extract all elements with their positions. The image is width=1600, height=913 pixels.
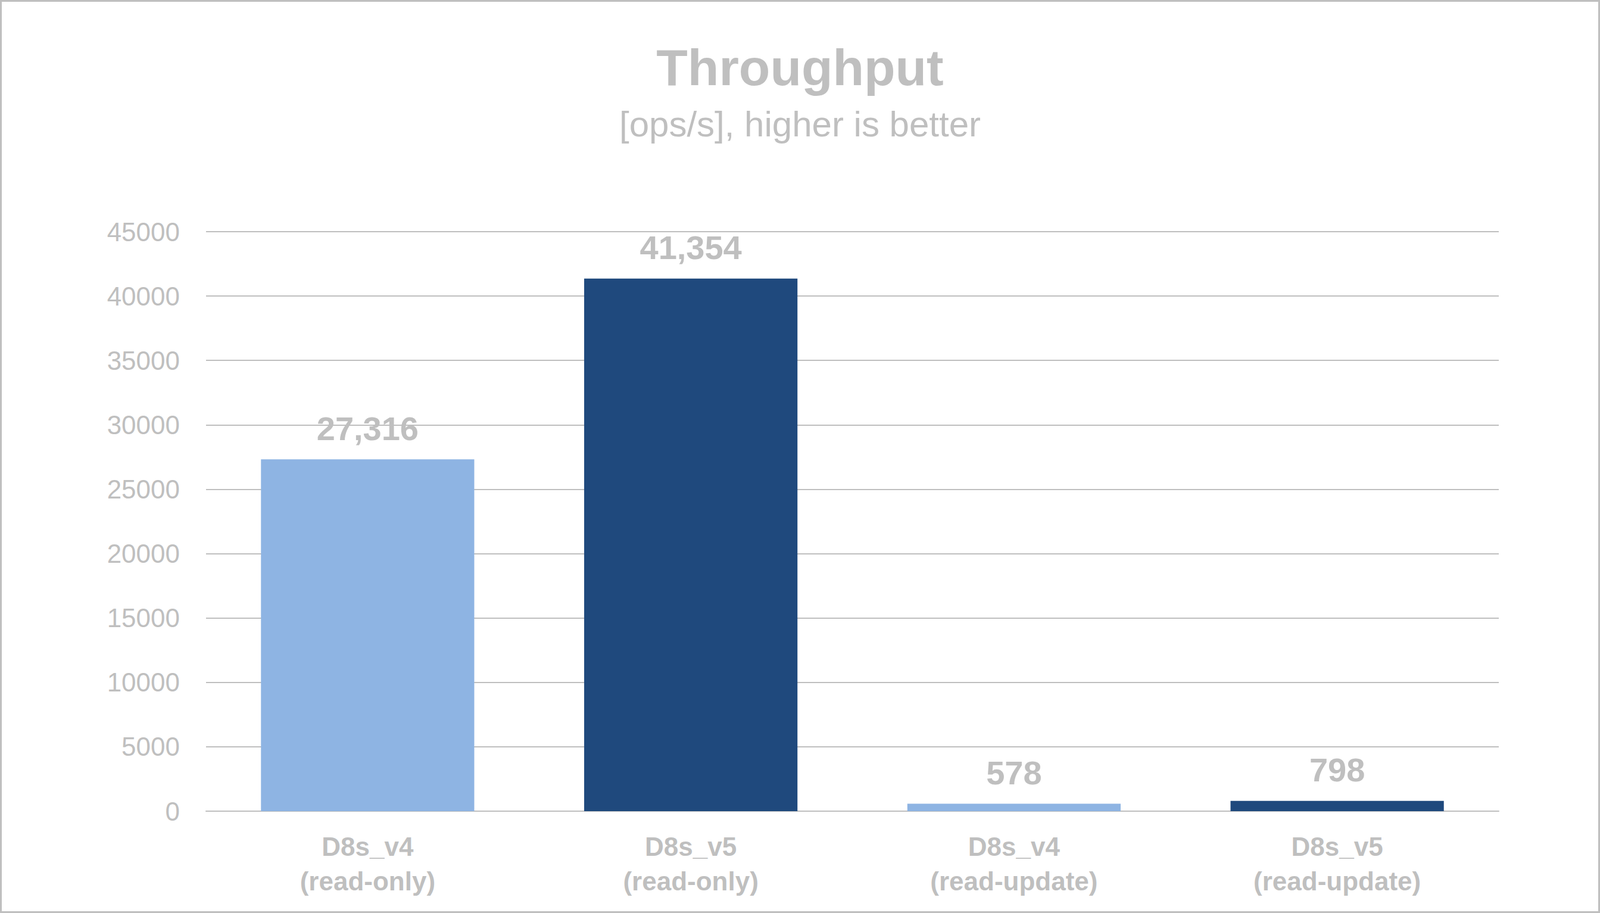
svg-text:0: 0 [165, 796, 180, 826]
svg-text:D8s_v4: D8s_v4 [321, 831, 414, 862]
svg-text:(read-only): (read-only) [300, 866, 436, 896]
svg-text:25000: 25000 [107, 474, 180, 504]
svg-text:578: 578 [986, 753, 1042, 792]
svg-text:798: 798 [1309, 750, 1365, 789]
svg-text:D8s_v5: D8s_v5 [1291, 831, 1384, 862]
svg-text:41,354: 41,354 [639, 228, 742, 267]
svg-text:15000: 15000 [107, 603, 180, 633]
svg-text:35000: 35000 [107, 345, 180, 376]
svg-text:[ops/s], higher is better: [ops/s], higher is better [619, 104, 981, 145]
svg-text:(read-update): (read-update) [930, 866, 1098, 896]
svg-text:40000: 40000 [107, 281, 180, 311]
svg-text:D8s_v4: D8s_v4 [968, 831, 1061, 862]
svg-text:D8s_v5: D8s_v5 [644, 831, 737, 862]
svg-text:(read-update): (read-update) [1253, 866, 1421, 896]
svg-text:27,316: 27,316 [316, 409, 419, 448]
svg-text:30000: 30000 [107, 410, 180, 440]
svg-text:Throughput: Throughput [656, 38, 944, 96]
svg-text:5000: 5000 [121, 731, 180, 761]
svg-text:(read-only): (read-only) [622, 866, 759, 896]
svg-text:10000: 10000 [107, 667, 180, 697]
svg-text:45000: 45000 [107, 217, 180, 247]
svg-text:20000: 20000 [107, 538, 180, 569]
